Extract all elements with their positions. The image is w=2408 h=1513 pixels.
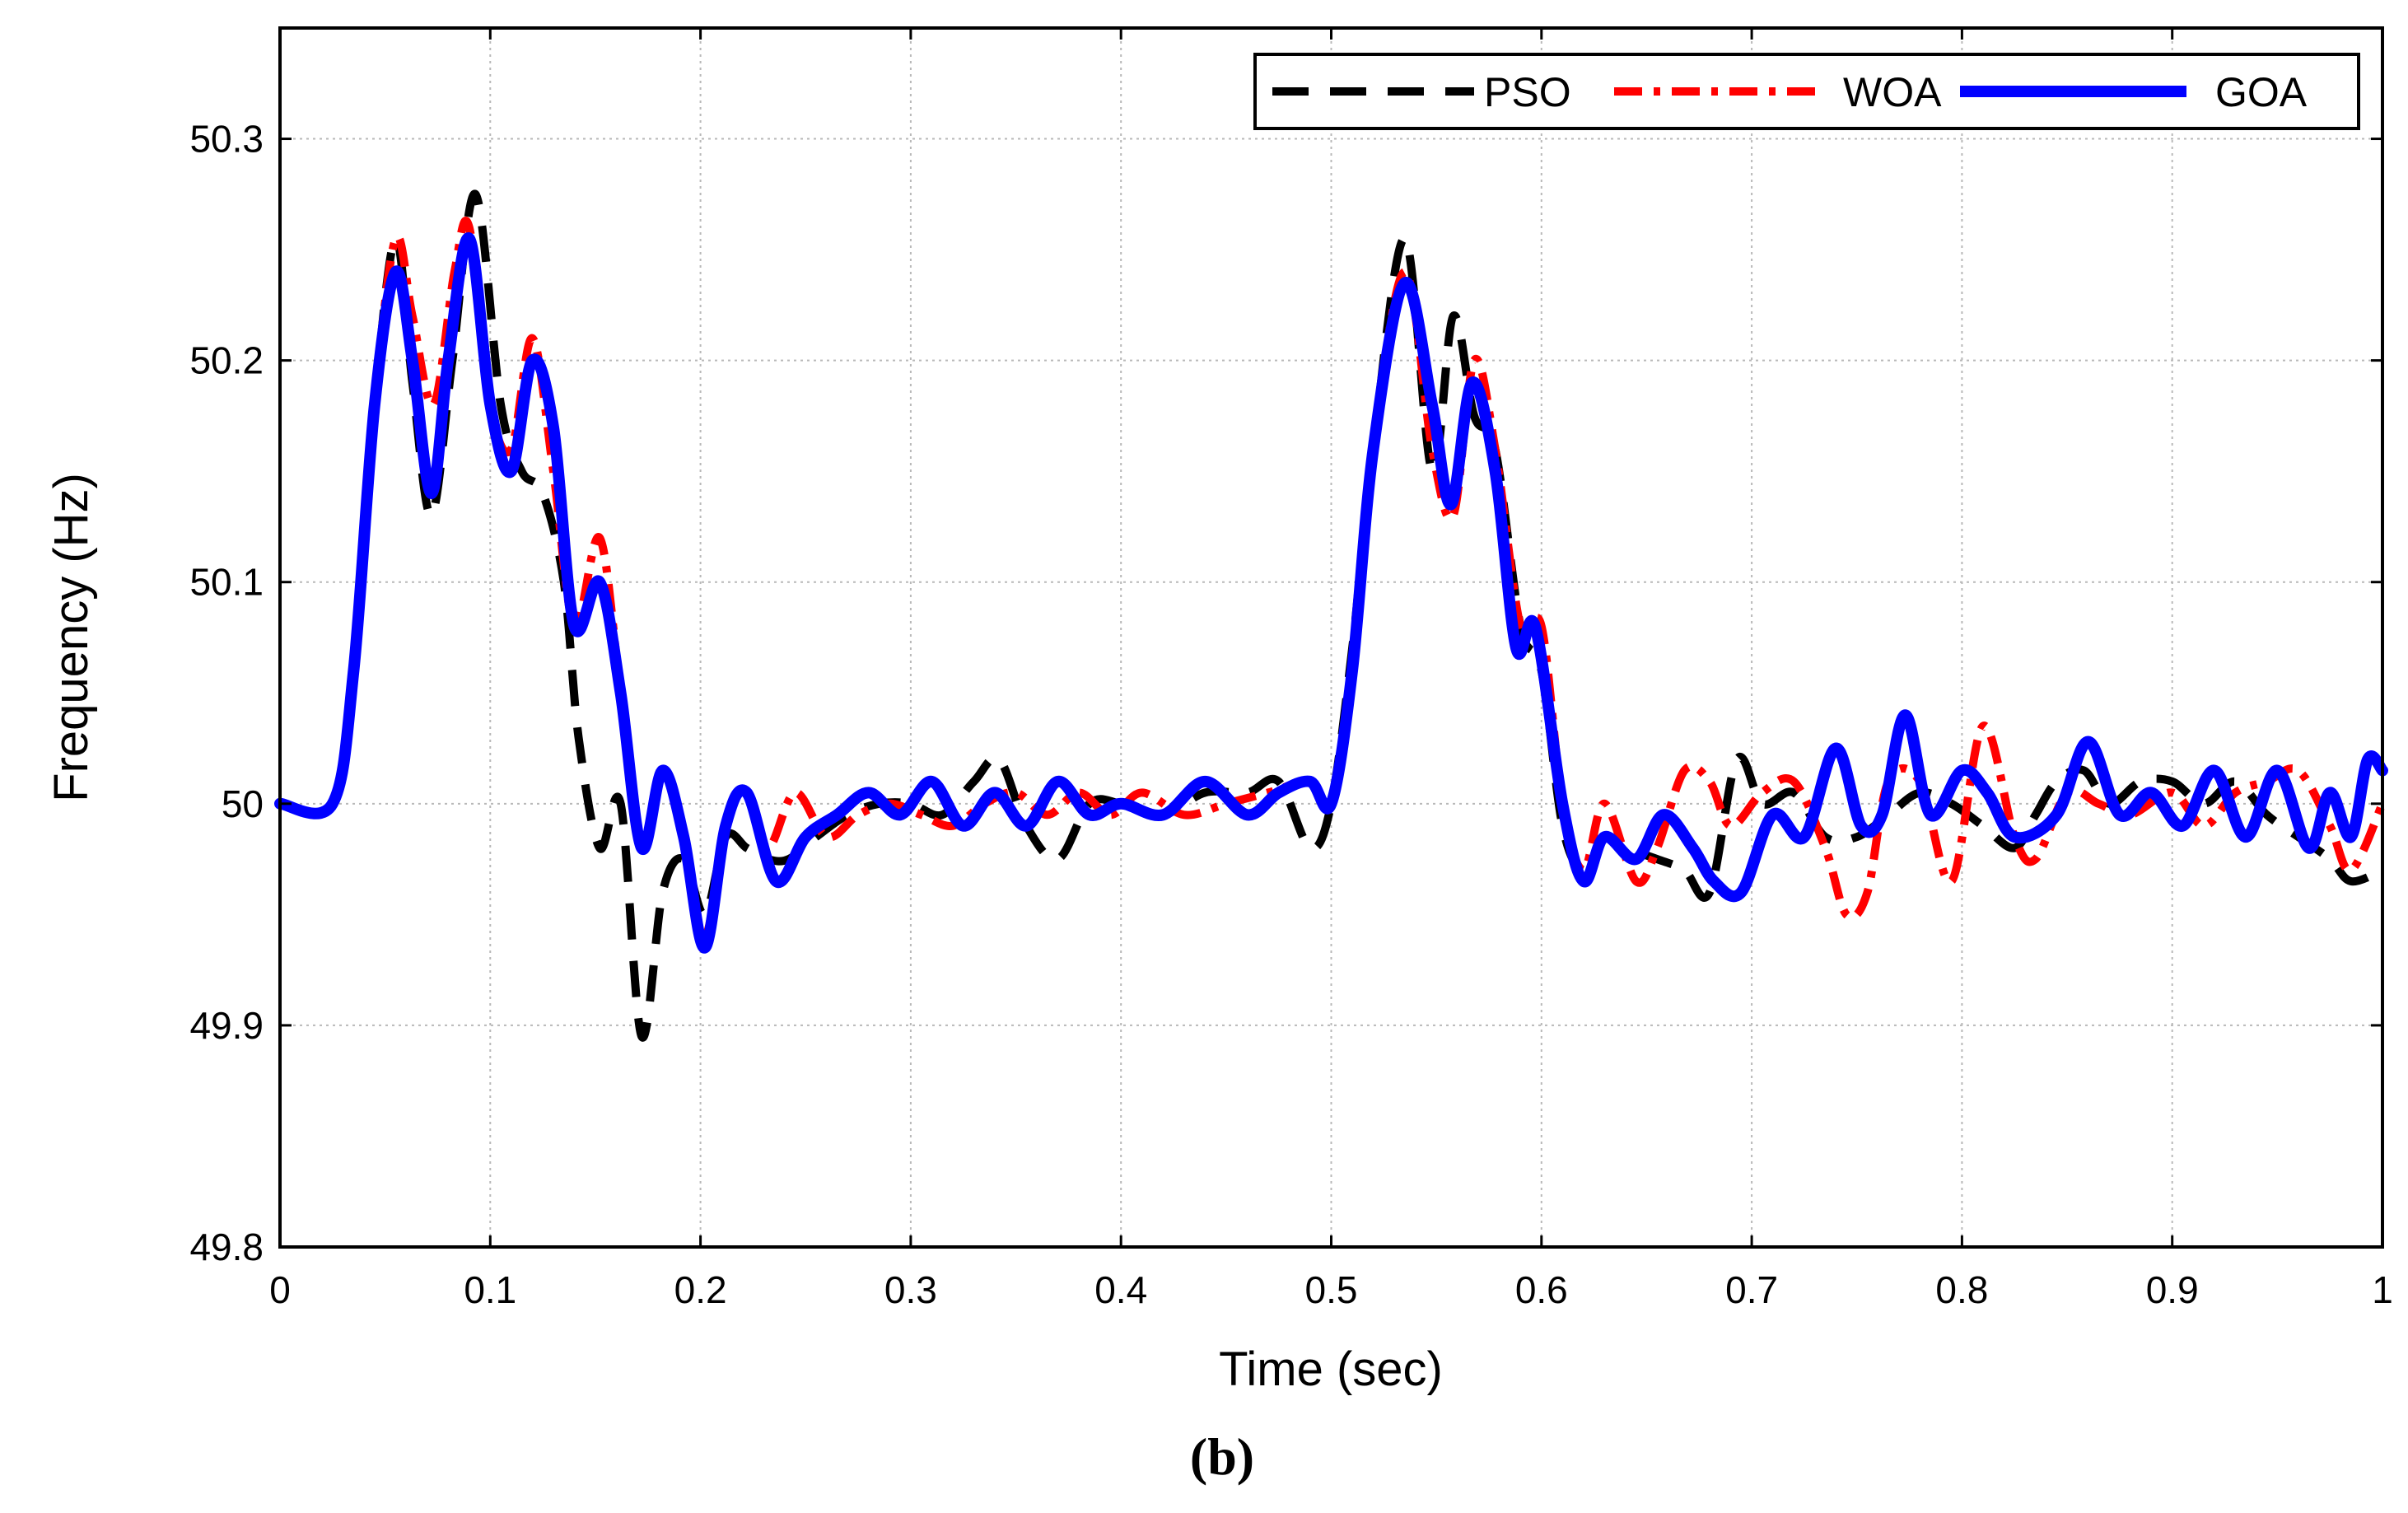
x-axis-title: Time (sec) (1219, 1343, 1443, 1396)
series-line-pso (279, 189, 2384, 1042)
axis-ticks: 0 0.1 0.2 0.3 0.4 0.5 0.6 0.7 0.8 0.9 1 49.8 49.9 50 5… (189, 28, 2393, 1311)
x-tick-label: 0.3 (884, 1268, 937, 1311)
x-tick-label: 0.7 (1725, 1268, 1778, 1311)
grid (280, 28, 2382, 1247)
x-tick-label: 0 (269, 1268, 291, 1311)
y-axis-title: Frequency (Hz) (44, 473, 98, 802)
x-tick-label: 0.1 (464, 1268, 516, 1311)
figure-caption: (b) (1190, 1427, 1254, 1486)
x-tick-label: 0.8 (1935, 1268, 1988, 1311)
x-tick-label: 0.5 (1305, 1268, 1358, 1311)
legend-label-pso: PSO (1484, 69, 1571, 115)
x-tick-label: 1 (2372, 1268, 2393, 1311)
series-line-goa (274, 232, 2388, 954)
y-tick-label: 50.1 (189, 561, 264, 604)
x-tick-label: 0.6 (1515, 1268, 1568, 1311)
y-tick-label: 50 (222, 782, 264, 825)
y-tick-label: 49.8 (189, 1226, 264, 1268)
legend-label-goa: GOA (2215, 69, 2308, 115)
x-tick-label: 0.4 (1094, 1268, 1147, 1311)
y-tick-label: 50.3 (189, 118, 264, 161)
x-tick-label: 0.2 (674, 1268, 727, 1311)
legend: PSO WOA GOA (1253, 53, 2360, 130)
y-tick-label: 49.9 (189, 1004, 264, 1047)
legend-label-woa: WOA (1843, 69, 1942, 115)
y-tick-label: 50.2 (189, 339, 264, 382)
plot-area (274, 189, 2388, 1042)
x-tick-label: 0.9 (2146, 1268, 2199, 1311)
